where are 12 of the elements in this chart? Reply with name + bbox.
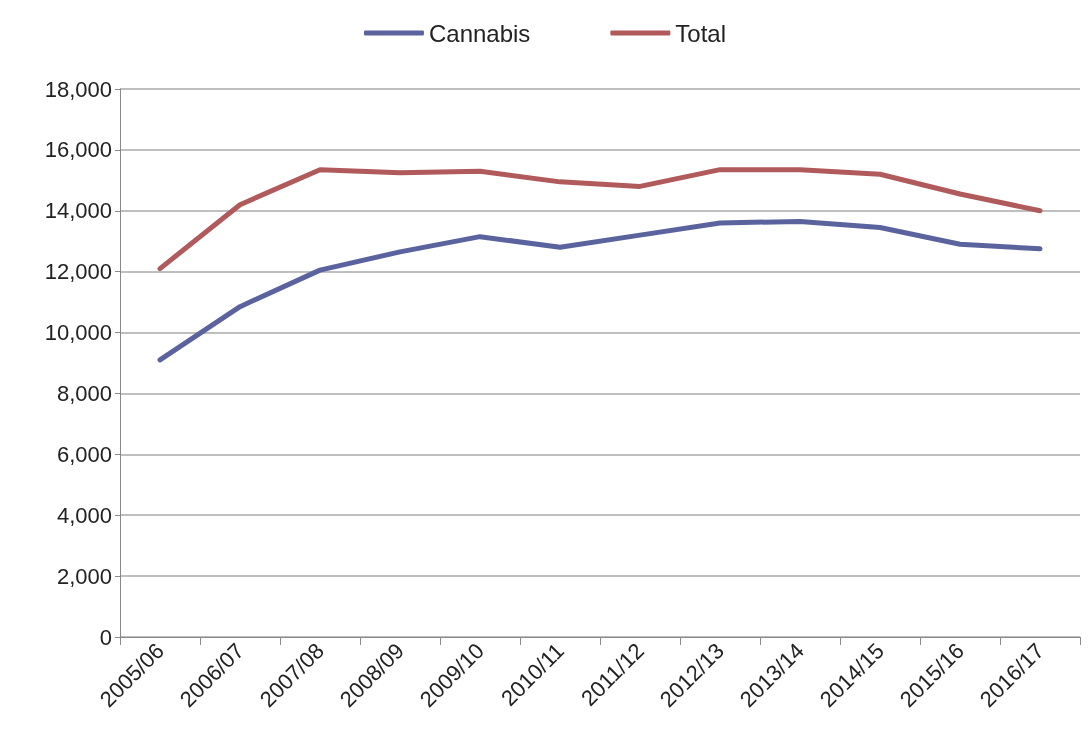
- legend-label: Cannabis: [428, 19, 531, 47]
- y-tick-label: 8,000: [56, 380, 112, 406]
- y-tick-label: 6,000: [56, 441, 112, 467]
- y-tick-label: 16,000: [44, 137, 112, 163]
- y-tick-label: 10,000: [44, 320, 112, 346]
- legend-label: Total: [675, 19, 727, 47]
- y-tick-label: 14,000: [44, 198, 112, 224]
- y-tick-label: 0: [99, 624, 112, 650]
- y-tick-label: 4,000: [56, 502, 112, 528]
- y-tick-label: 2,000: [56, 563, 112, 589]
- y-tick-label: 18,000: [44, 76, 112, 102]
- y-tick-label: 12,000: [44, 259, 112, 285]
